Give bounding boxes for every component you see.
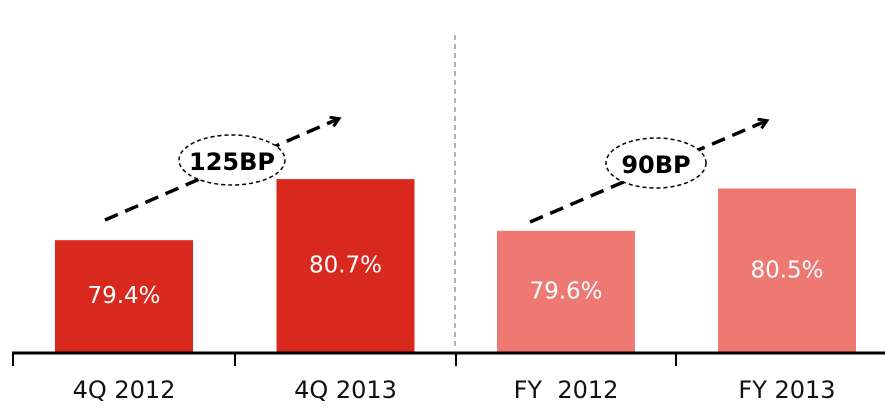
arrow bbox=[104, 119, 338, 222]
annotation: 90BP bbox=[621, 151, 690, 179]
annotation-bubble bbox=[178, 134, 286, 186]
value-label: 80.5% bbox=[750, 257, 823, 283]
value-label: 80.7% bbox=[309, 253, 382, 279]
x-tick-label: 4Q 2012 bbox=[73, 376, 176, 404]
x-tick-label: FY 2013 bbox=[738, 376, 835, 404]
value-label: 79.4% bbox=[87, 283, 160, 309]
bar bbox=[276, 179, 415, 353]
value-label: 79.6% bbox=[529, 278, 602, 304]
bar bbox=[497, 230, 635, 353]
annotation: 125BP bbox=[189, 148, 275, 176]
x-tick-label: 4Q 2013 bbox=[294, 376, 397, 404]
x-tick-label: FY 2012 bbox=[514, 376, 619, 404]
bar bbox=[55, 240, 193, 353]
bar bbox=[718, 188, 856, 353]
annotation-bubble bbox=[605, 137, 707, 189]
